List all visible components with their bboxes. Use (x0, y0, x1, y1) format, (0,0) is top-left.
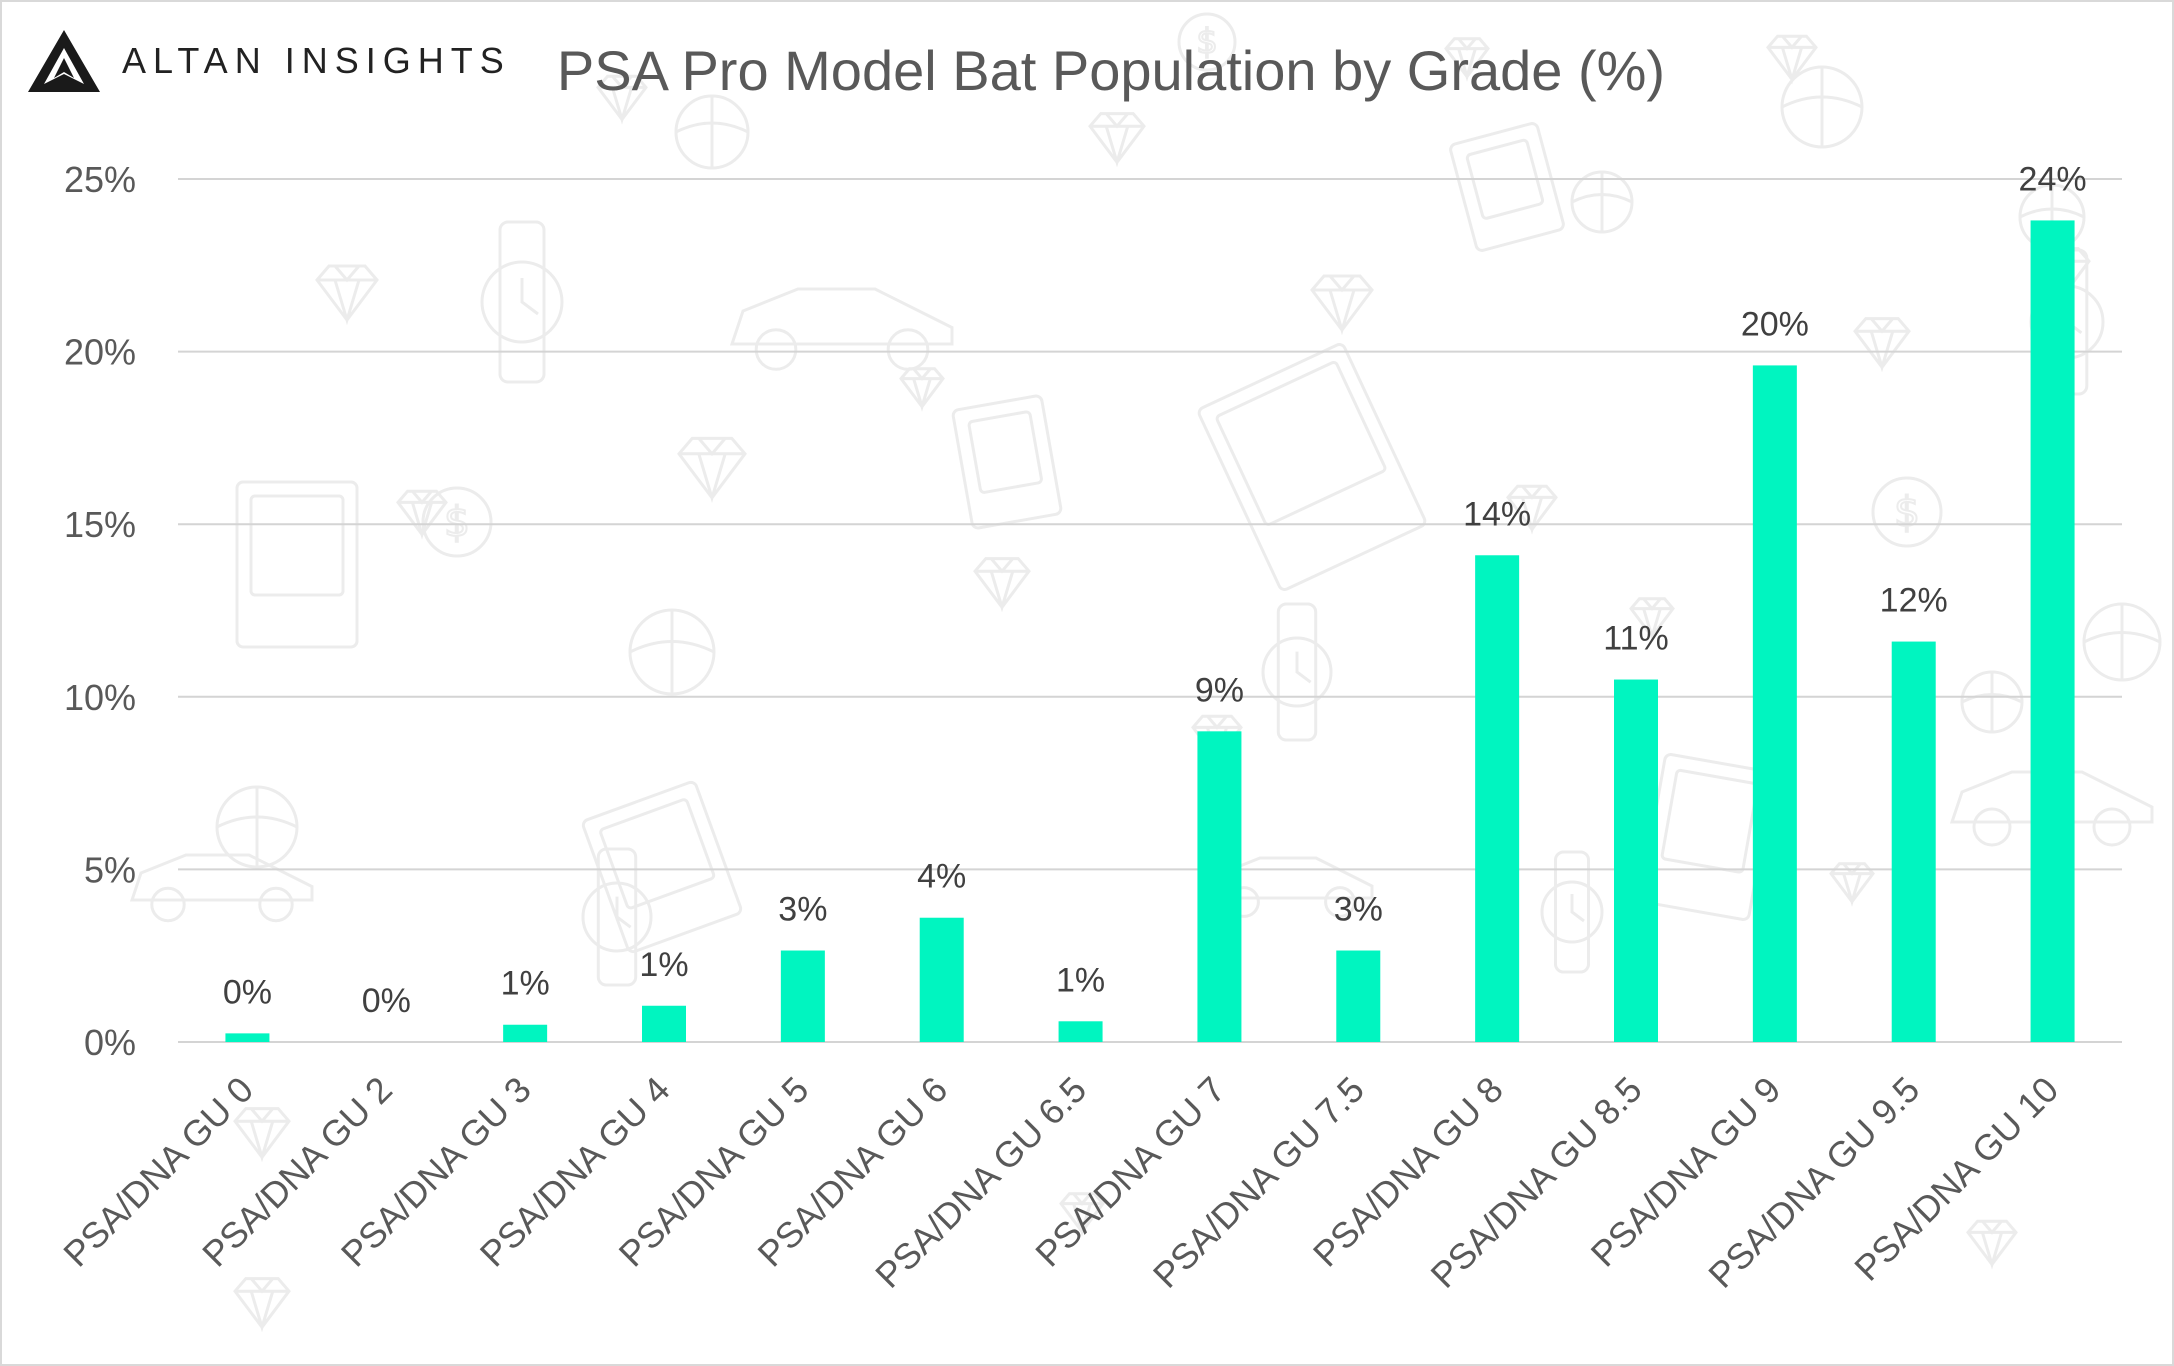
brand-name: ALTAN INSIGHTS (122, 40, 511, 81)
bar (2030, 220, 2075, 1042)
bar (1891, 641, 1936, 1042)
card-doodle-icon (951, 394, 1063, 530)
diamond-doodle-icon (1088, 112, 1146, 168)
bar (1058, 1021, 1103, 1042)
bars (225, 220, 2075, 1043)
gridlines (178, 178, 2122, 1043)
watch-doodle-icon (581, 847, 653, 987)
ball-doodle-icon (2082, 602, 2162, 682)
y-tick-label: 20% (64, 332, 136, 373)
bar (1336, 950, 1381, 1042)
ball-doodle-icon (628, 608, 716, 696)
diamond-doodle-icon (1506, 484, 1558, 535)
svg-text:$: $ (444, 498, 470, 546)
card-doodle-icon (1449, 122, 1565, 252)
data-label: 14% (1463, 495, 1531, 533)
card-doodle-icon (235, 480, 359, 649)
diamond-doodle-icon (973, 557, 1031, 613)
data-label: 3% (778, 891, 827, 929)
car-doodle-icon (129, 853, 314, 923)
diamond-doodle-icon (1966, 1219, 2018, 1270)
y-tick-label: 10% (64, 677, 136, 718)
data-labels: 0% 0% 1% 1% 3% 4% 1% 9% 3% 14% 11% 20% 12% 24% (223, 160, 2087, 1020)
data-label: 9% (1195, 671, 1244, 709)
data-label: 0% (223, 973, 272, 1011)
svg-text:$: $ (1196, 22, 1217, 61)
diamond-doodle-icon (1191, 714, 1243, 765)
ball-doodle-icon (215, 785, 299, 869)
coin-doodle-icon: $ (421, 486, 493, 558)
brand-logo: ALTAN INSIGHTS (26, 28, 511, 94)
diamond-doodle-icon (596, 74, 648, 125)
bar (642, 1005, 686, 1042)
y-axis-ticks: 0% 5% 10% 15% 20% 25% (64, 159, 136, 1063)
diamond-doodle-icon (899, 367, 945, 412)
diamond-doodle-icon (396, 489, 448, 540)
watch-doodle-icon (480, 220, 564, 384)
bar (919, 917, 964, 1042)
car-doodle-icon (729, 287, 954, 371)
coin-doodle-icon: $ (1177, 12, 1237, 72)
card-doodle-icon (1197, 343, 1427, 591)
bar (1197, 731, 1242, 1042)
data-label: 20% (1741, 305, 1809, 343)
bar (503, 1024, 548, 1042)
data-label: 1% (501, 965, 550, 1003)
diamond-doodle-icon (233, 1277, 291, 1333)
bar (1614, 679, 1658, 1042)
data-label: 0% (362, 982, 411, 1020)
data-label: 1% (639, 946, 688, 984)
bar (1752, 365, 1797, 1043)
data-label: 12% (1880, 582, 1948, 620)
diamond-doodle-icon (1310, 274, 1374, 336)
diamond-doodle-icon (315, 264, 379, 326)
data-label: 11% (1603, 620, 1669, 658)
y-tick-label: 0% (84, 1022, 136, 1063)
bar (780, 950, 825, 1042)
bar (1475, 555, 1520, 1042)
ball-doodle-icon (674, 94, 750, 170)
y-tick-label: 25% (64, 159, 136, 200)
diamond-doodle-icon (1444, 37, 1490, 82)
watch-doodle-icon (1261, 602, 1333, 742)
diamond-doodle-icon (1766, 34, 1818, 85)
data-label: 3% (1334, 891, 1383, 929)
watch-doodle-icon (1540, 850, 1604, 974)
ball-doodle-icon (1570, 170, 1634, 234)
ball-doodle-icon (1780, 65, 1864, 149)
diamond-doodle-icon (1629, 597, 1675, 642)
y-tick-label: 5% (84, 849, 136, 890)
diamond-doodle-icon (677, 436, 747, 504)
coin-doodle-icon: $ (1871, 476, 1943, 548)
data-label: 4% (917, 858, 966, 896)
data-label: 1% (1056, 961, 1105, 999)
ball-doodle-icon (1960, 670, 2024, 734)
y-tick-label: 15% (64, 504, 136, 545)
car-doodle-icon (1949, 770, 2154, 847)
svg-text:$: $ (1894, 488, 1920, 536)
bar (225, 1033, 270, 1042)
diamond-doodle-icon (1059, 1192, 1105, 1237)
diamond-doodle-icon (233, 1107, 291, 1163)
diamond-doodle-icon (1853, 317, 1911, 373)
chart-title: PSA Pro Model Bat Population by Grade (%… (557, 39, 1665, 102)
data-label: 24% (2019, 160, 2087, 198)
altan-logo-icon (28, 30, 100, 92)
